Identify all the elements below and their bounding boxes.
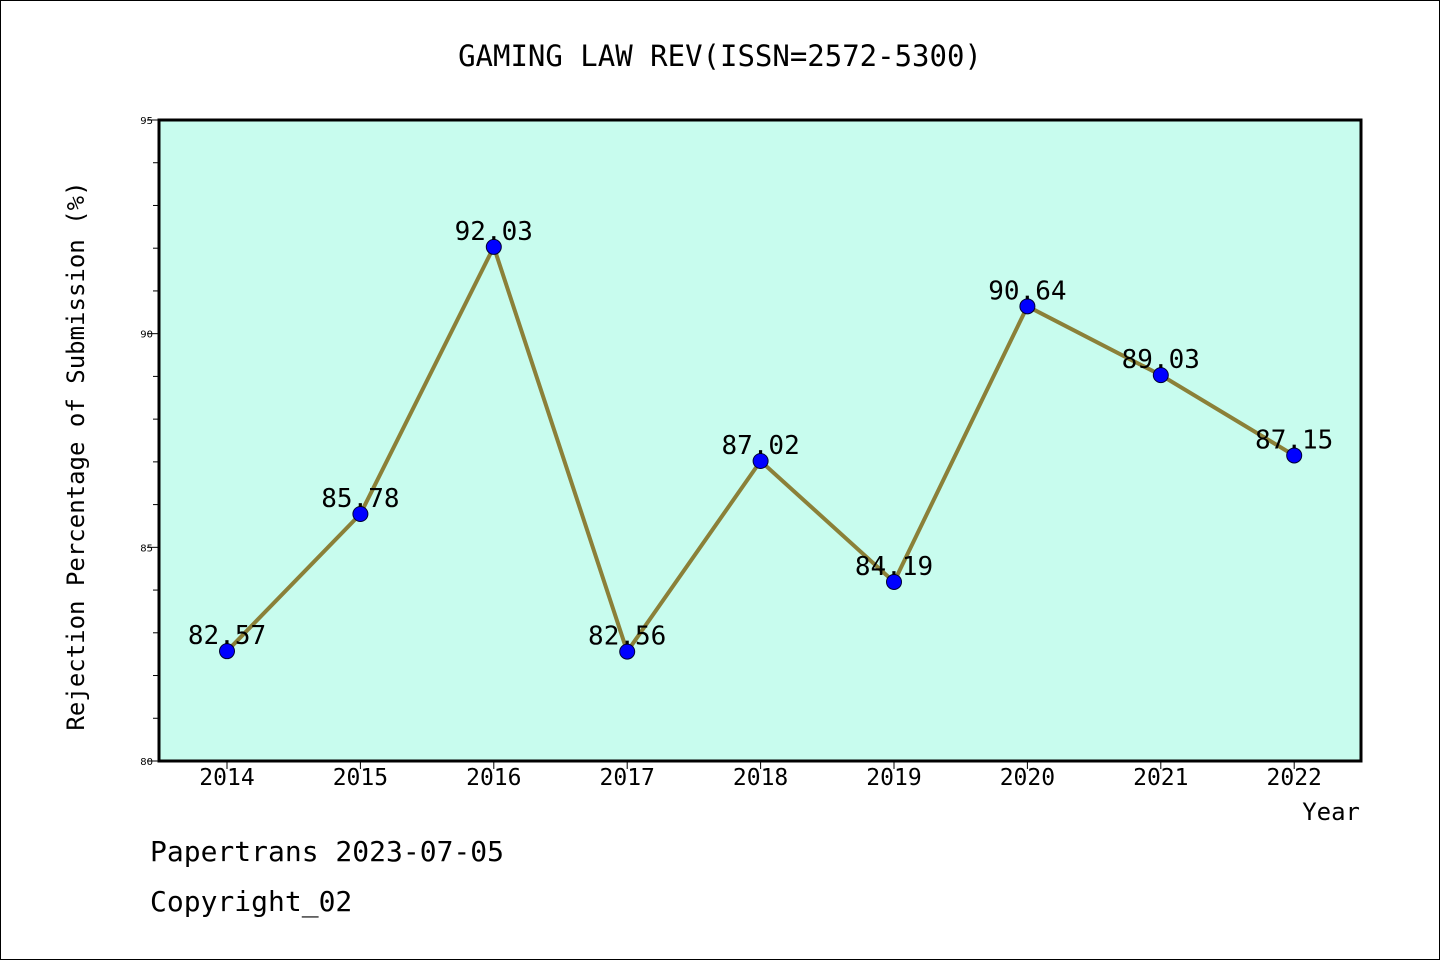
data-label: 87.15 [1255, 425, 1333, 455]
y-axis-label: Rejection Percentage of Submission (%) [62, 181, 90, 730]
x-tick-label: 2018 [733, 765, 788, 791]
data-label: 92.03 [455, 217, 533, 247]
x-tick-label: 2014 [199, 765, 254, 791]
footer-copyright: Copyright_02 [150, 885, 353, 918]
data-point [619, 643, 636, 660]
x-axis: 2014 2015 2016 2017 2018 2019 2020 2021 2022 [199, 761, 1322, 791]
chart-title: GAMING LAW REV(ISSN=2572-5300) [458, 39, 982, 73]
data-label: 84.19 [855, 552, 933, 582]
data-label: 90.64 [988, 276, 1066, 306]
data-label: 87.02 [721, 431, 799, 461]
data-label: 89.03 [1122, 345, 1200, 375]
data-point [485, 238, 502, 255]
x-tick-label: 2015 [333, 765, 388, 791]
y-tick-label: 95 [140, 116, 153, 127]
data-point [886, 573, 902, 590]
y-tick-label: 85 [140, 543, 153, 554]
x-tick-label: 2016 [466, 765, 521, 791]
data-label: 82.56 [588, 622, 666, 652]
x-tick-label: 2022 [1267, 765, 1322, 791]
data-point [352, 506, 369, 523]
data-label: 85.78 [321, 484, 399, 514]
data-labels: 82.57 85.78 92.03 82.56 87.02 84.19 90.64 89.03… [188, 217, 1333, 652]
y-tick-label: 90 [140, 330, 153, 341]
x-tick-label: 2017 [600, 765, 655, 791]
data-point [1019, 298, 1036, 315]
data-point [1152, 367, 1169, 384]
plot-area [157, 118, 1363, 763]
x-tick-label: 2020 [1000, 765, 1055, 791]
x-tick-label: 2021 [1133, 765, 1188, 791]
data-point [752, 453, 769, 470]
x-axis-label: Year [1302, 798, 1360, 826]
y-tick-label: 80 [140, 757, 153, 768]
x-tick-label: 2019 [866, 765, 921, 791]
data-point [219, 643, 235, 660]
data-label: 82.57 [188, 621, 266, 651]
data-point [1286, 447, 1303, 464]
data-points [219, 238, 1303, 660]
footer-publisher-date: Papertrans 2023-07-05 [150, 835, 505, 868]
y-axis: 80 85 90 95 [140, 116, 159, 768]
